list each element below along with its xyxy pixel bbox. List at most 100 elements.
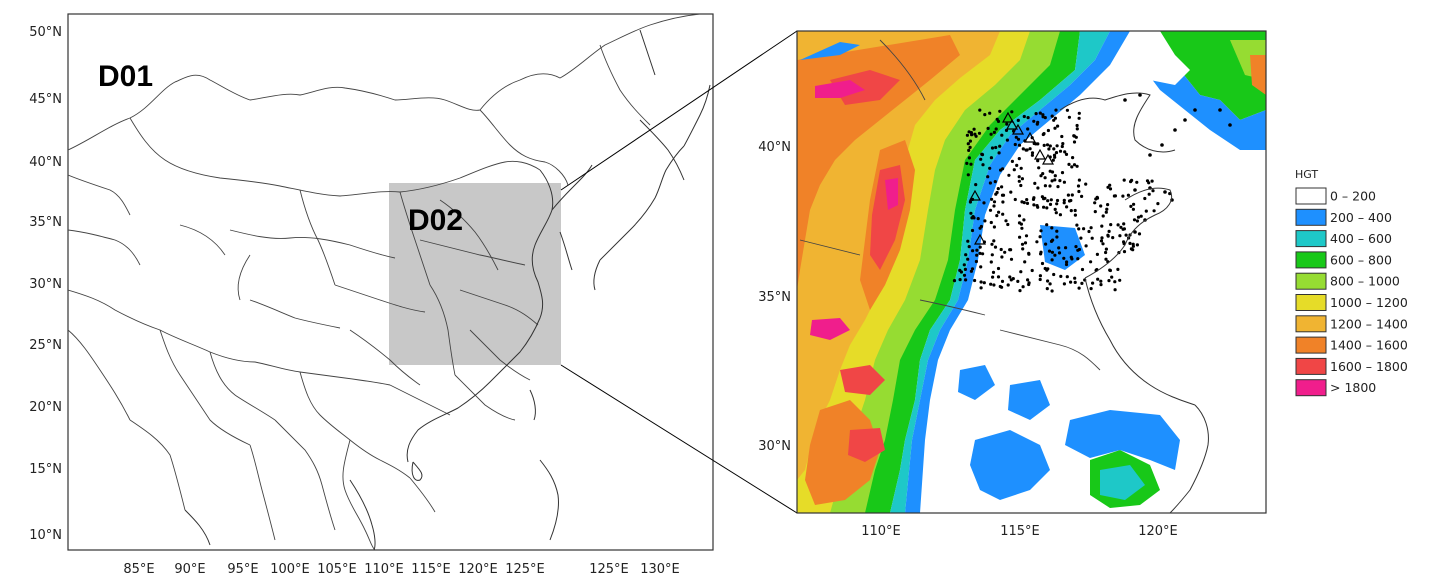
station-dot [1052,153,1057,157]
station-dot [1009,190,1013,194]
station-dot [1060,144,1064,149]
station-dot [1022,201,1026,205]
lat-label: 35°N [29,215,62,230]
lat-label: 40°N [758,140,791,155]
station-dot [1143,196,1147,201]
station-dot [1147,192,1151,196]
lon-label: 85°E [123,562,154,577]
station-dot [1076,184,1081,188]
station-dot [1032,119,1036,123]
station-dot [972,127,976,131]
station-dot [1073,208,1077,213]
station-dot [1160,143,1164,147]
station-dot [1039,174,1043,178]
station-dot [1037,166,1041,170]
station-dot [1021,285,1025,289]
station-dot [975,253,979,257]
station-dot [1000,133,1004,137]
station-dot [1025,148,1029,152]
station-dot [966,173,970,177]
d02-lon-axis: 110°E 115°E 120°E [861,524,1178,539]
station-dot [1069,280,1073,284]
station-dot [1065,275,1069,279]
station-dot [1020,177,1024,181]
station-dot [970,133,974,137]
station-dot [1019,183,1023,188]
station-dot [1053,207,1057,211]
station-dot [1054,108,1058,112]
station-dot [973,278,977,283]
station-dot [1014,135,1018,139]
station-dot [1108,187,1113,191]
station-dot [1089,287,1093,291]
station-dot [1131,242,1135,246]
station-dot [1050,179,1054,183]
station-dot [1080,267,1085,272]
station-dot [1047,147,1051,151]
station-dot [1055,235,1059,239]
legend-swatch [1295,336,1327,354]
station-dot [995,214,999,218]
station-triangle [1041,153,1055,165]
station-dot [1036,186,1040,190]
station-dot [1000,279,1005,283]
station-dot [1131,248,1135,252]
station-dot [1084,182,1088,186]
station-dot [1150,179,1154,183]
station-dot [1183,118,1187,122]
station-dot [1065,205,1069,209]
station-dot [1104,250,1108,255]
zoom-connector-bottom [560,364,798,514]
lat-label: 35°N [758,290,791,305]
station-dot [1139,214,1143,218]
station-dot [979,157,983,161]
station-dot [1095,196,1100,200]
d01-lat-axis: 50°N 45°N 40°N 35°N 30°N 25°N 20°N 15°N … [29,25,62,543]
station-dot [1079,236,1083,240]
station-dot [1017,143,1022,147]
station-dot [1017,175,1021,179]
station-dot [1011,277,1015,281]
station-dot [1043,184,1047,188]
legend-swatch [1295,251,1327,269]
station-dot [1030,151,1035,155]
station-dot [1038,235,1042,239]
station-dot [992,283,996,287]
station-dot [1062,201,1066,205]
station-dot [1038,111,1042,115]
station-dot [1065,260,1069,264]
station-dot [1096,277,1100,281]
station-dot [998,144,1002,148]
station-dot [969,211,973,215]
station-dot [1041,132,1045,137]
station-dot [1099,239,1104,243]
station-dot [994,127,998,131]
legend-label: 600 – 800 [1330,252,1392,267]
station-dot [1071,156,1075,160]
station-dot [974,183,978,187]
lat-label: 10°N [29,528,62,543]
station-dot [1018,289,1022,293]
station-dot [967,130,971,134]
station-dot [972,216,976,220]
station-dot [986,126,990,130]
station-dot [1038,274,1042,278]
lat-label: 25°N [29,338,62,353]
station-dot [1144,209,1148,213]
station-dot [1052,118,1056,122]
station-dot [1073,280,1077,284]
station-dot [982,281,986,285]
lat-label: 20°N [29,400,62,415]
station-dot [1050,114,1054,118]
station-dot [1129,204,1133,208]
station-dot [1173,128,1177,132]
station-dot [1017,179,1021,183]
legend-label: 1600 – 1800 [1330,359,1408,374]
station-dot [1074,245,1078,249]
lat-label: 30°N [758,439,791,454]
station-dot [1020,242,1025,246]
station-dot [1062,256,1066,260]
station-dot [993,180,997,184]
lon-label: 115°E [411,562,451,577]
d02-lat-axis: 40°N 35°N 30°N [758,140,791,454]
